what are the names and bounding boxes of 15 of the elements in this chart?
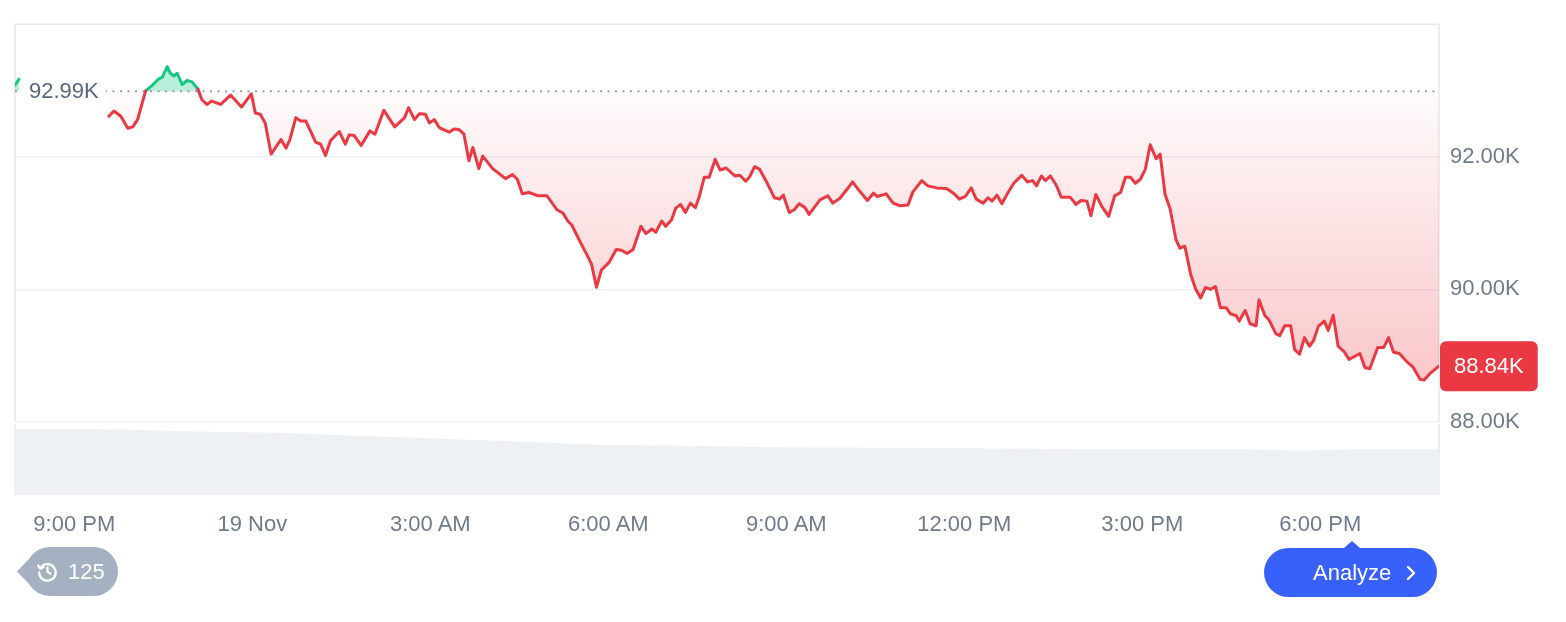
annotation: 88.84K bbox=[1454, 353, 1525, 379]
x-tick-label: 9:00 PM bbox=[33, 511, 116, 537]
x-tick-label: 3:00 AM bbox=[389, 511, 471, 537]
text: 125 bbox=[68, 558, 105, 586]
x-tick-label: 19 Nov bbox=[217, 511, 288, 537]
x-tick-label: 9:00 AM bbox=[745, 511, 827, 537]
x-tick-label: 6:00 AM bbox=[567, 511, 649, 537]
y-tick-label: 92.00K bbox=[1450, 142, 1521, 168]
x-tick-label: 12:00 PM bbox=[917, 511, 1012, 537]
text: Analyze bbox=[1313, 559, 1392, 587]
ref-line-label: 92.99K bbox=[29, 78, 100, 104]
y-tick-label: 90.00K bbox=[1450, 275, 1521, 301]
y-tick-label: 88.00K bbox=[1450, 407, 1521, 433]
x-tick-label: 3:00 PM bbox=[1101, 511, 1184, 537]
x-tick-label: 6:00 PM bbox=[1279, 511, 1362, 537]
